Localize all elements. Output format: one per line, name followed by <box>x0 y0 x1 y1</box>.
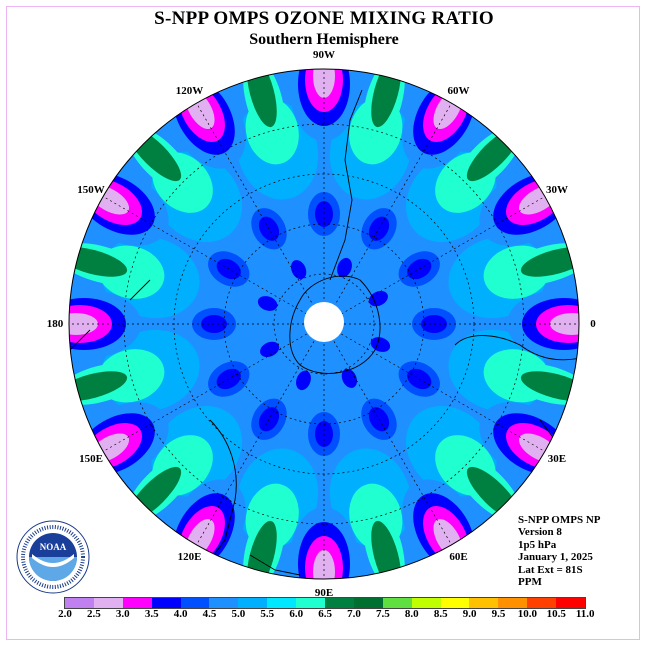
colorbar-tick-label: 5.0 <box>231 608 246 620</box>
colorbar-tick-label: 6.0 <box>289 608 304 620</box>
colorbar-tick-label: 10.5 <box>546 608 566 620</box>
colorbar-swatch <box>556 598 586 608</box>
colorbar-swatch <box>151 598 181 608</box>
colorbar-labels: 2.0 2.5 3.0 3.5 4.0 4.5 5.0 5.5 6.0 6.5 7.0 7.5 8.0 8… <box>0 608 648 622</box>
polar-data-gap <box>304 302 344 342</box>
info-units: PPM <box>518 576 542 589</box>
longitude-label: 90E <box>314 587 334 599</box>
colorbar-swatch <box>440 598 470 608</box>
longitude-label: 180 <box>46 318 64 330</box>
plot-frame <box>6 6 640 640</box>
longitude-label: 30W <box>545 183 568 196</box>
lat-lon-grid <box>69 69 579 579</box>
chart-title: S-NPP OMPS OZONE MIXING RATIO <box>154 8 494 29</box>
longitude-label: 60E <box>449 550 468 563</box>
longitude-label: 0 <box>590 318 596 330</box>
colorbar-swatch <box>93 598 123 608</box>
colorbar-tick-label: 9.5 <box>491 608 506 620</box>
info-panel: S-NPP OMPS NP Version 8 1p5 hPa January … <box>518 514 601 588</box>
colorbar-tick-label: 10.0 <box>517 608 538 620</box>
colorbar-tick-label: 7.5 <box>376 608 390 620</box>
info-pressure: 1p5 hPa <box>518 538 557 551</box>
map-boundary <box>68 68 580 580</box>
colorbar-tick-label: 4.0 <box>173 608 188 620</box>
colorbar-tick-label: 9.0 <box>462 608 477 620</box>
colorbar-tick-label: 6.5 <box>318 608 332 620</box>
colorbar-tick-label: 2.0 <box>58 608 72 620</box>
longitude-label: 120E <box>177 550 202 563</box>
colorbar-tick-label: 2.5 <box>87 608 101 620</box>
colorbar-tick-label: 4.5 <box>202 608 217 620</box>
colorbar-swatch <box>498 598 528 608</box>
chart-subtitle: Southern Hemisphere <box>249 31 399 48</box>
colorbar-swatch <box>382 598 412 608</box>
colorbar-tick-label: 7.0 <box>347 608 361 620</box>
longitude-label: 150E <box>79 452 103 465</box>
logo-wordmark: NOAA <box>40 542 67 552</box>
colorbar-swatch <box>122 598 152 608</box>
colorbar-swatch <box>180 598 210 608</box>
colorbar-swatch <box>353 598 383 608</box>
info-version: Version 8 <box>518 526 562 539</box>
colorbar-swatch <box>325 598 354 608</box>
colorbar-tick-label: 8.0 <box>404 608 419 620</box>
colorbar-swatch <box>238 598 268 608</box>
longitude-label: 120W <box>175 85 204 98</box>
colorbar-tick-label: 8.5 <box>433 608 448 620</box>
colorbar-swatch <box>267 598 297 608</box>
info-date: January 1, 2025 <box>518 551 593 564</box>
colorbar-swatch <box>296 598 326 608</box>
longitude-label: 60W <box>447 85 470 98</box>
colorbar-tick-label: 5.5 <box>260 608 275 620</box>
longitude-label: 30E <box>547 452 567 465</box>
colorbar-swatch <box>65 598 94 608</box>
colorbar-swatch <box>209 598 239 608</box>
noaa-logo: NOAA <box>16 520 90 594</box>
colorbar-tick-label: 3.0 <box>115 608 130 620</box>
info-lat-extent: Lat Ext = 81S <box>518 563 583 576</box>
colorbar-swatch <box>469 598 499 608</box>
colorbar <box>64 597 587 609</box>
info-instrument: S-NPP OMPS NP <box>518 514 601 526</box>
colorbar-swatch <box>527 598 557 608</box>
colorbar-tick-label: 11.0 <box>575 608 595 620</box>
longitude-label: 90W <box>313 49 335 61</box>
colorbar-swatch <box>411 598 441 608</box>
longitude-label: 150W <box>77 183 105 196</box>
colorbar-tick-label: 3.5 <box>144 608 159 620</box>
